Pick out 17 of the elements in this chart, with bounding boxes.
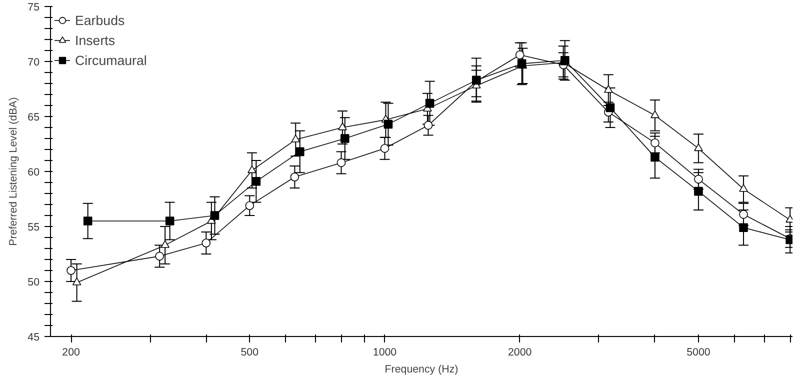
x-tick-label: 5000 (686, 346, 710, 358)
x-tick-label: 200 (62, 346, 80, 358)
x-tick-label: 2000 (508, 346, 532, 358)
x-tick-label: 500 (240, 346, 259, 358)
y-tick-label: 60 (28, 166, 40, 178)
y-tick-label: 70 (28, 56, 40, 68)
y-tick-label: 75 (28, 2, 40, 14)
legend-label: Inserts (75, 32, 115, 48)
y-tick-label: 50 (28, 276, 40, 288)
legend-label: Circumaural (75, 52, 147, 68)
legend-label: Earbuds (75, 12, 125, 28)
y-tick-label: 55 (28, 222, 40, 234)
y-tick-label: 45 (28, 332, 40, 344)
y-axis-title: Preferred Listening Level (dBA) (8, 97, 20, 246)
x-tick-label: 1000 (372, 346, 397, 358)
y-tick-label: 65 (28, 112, 40, 124)
x-axis-title: Frequency (Hz) (384, 364, 458, 376)
